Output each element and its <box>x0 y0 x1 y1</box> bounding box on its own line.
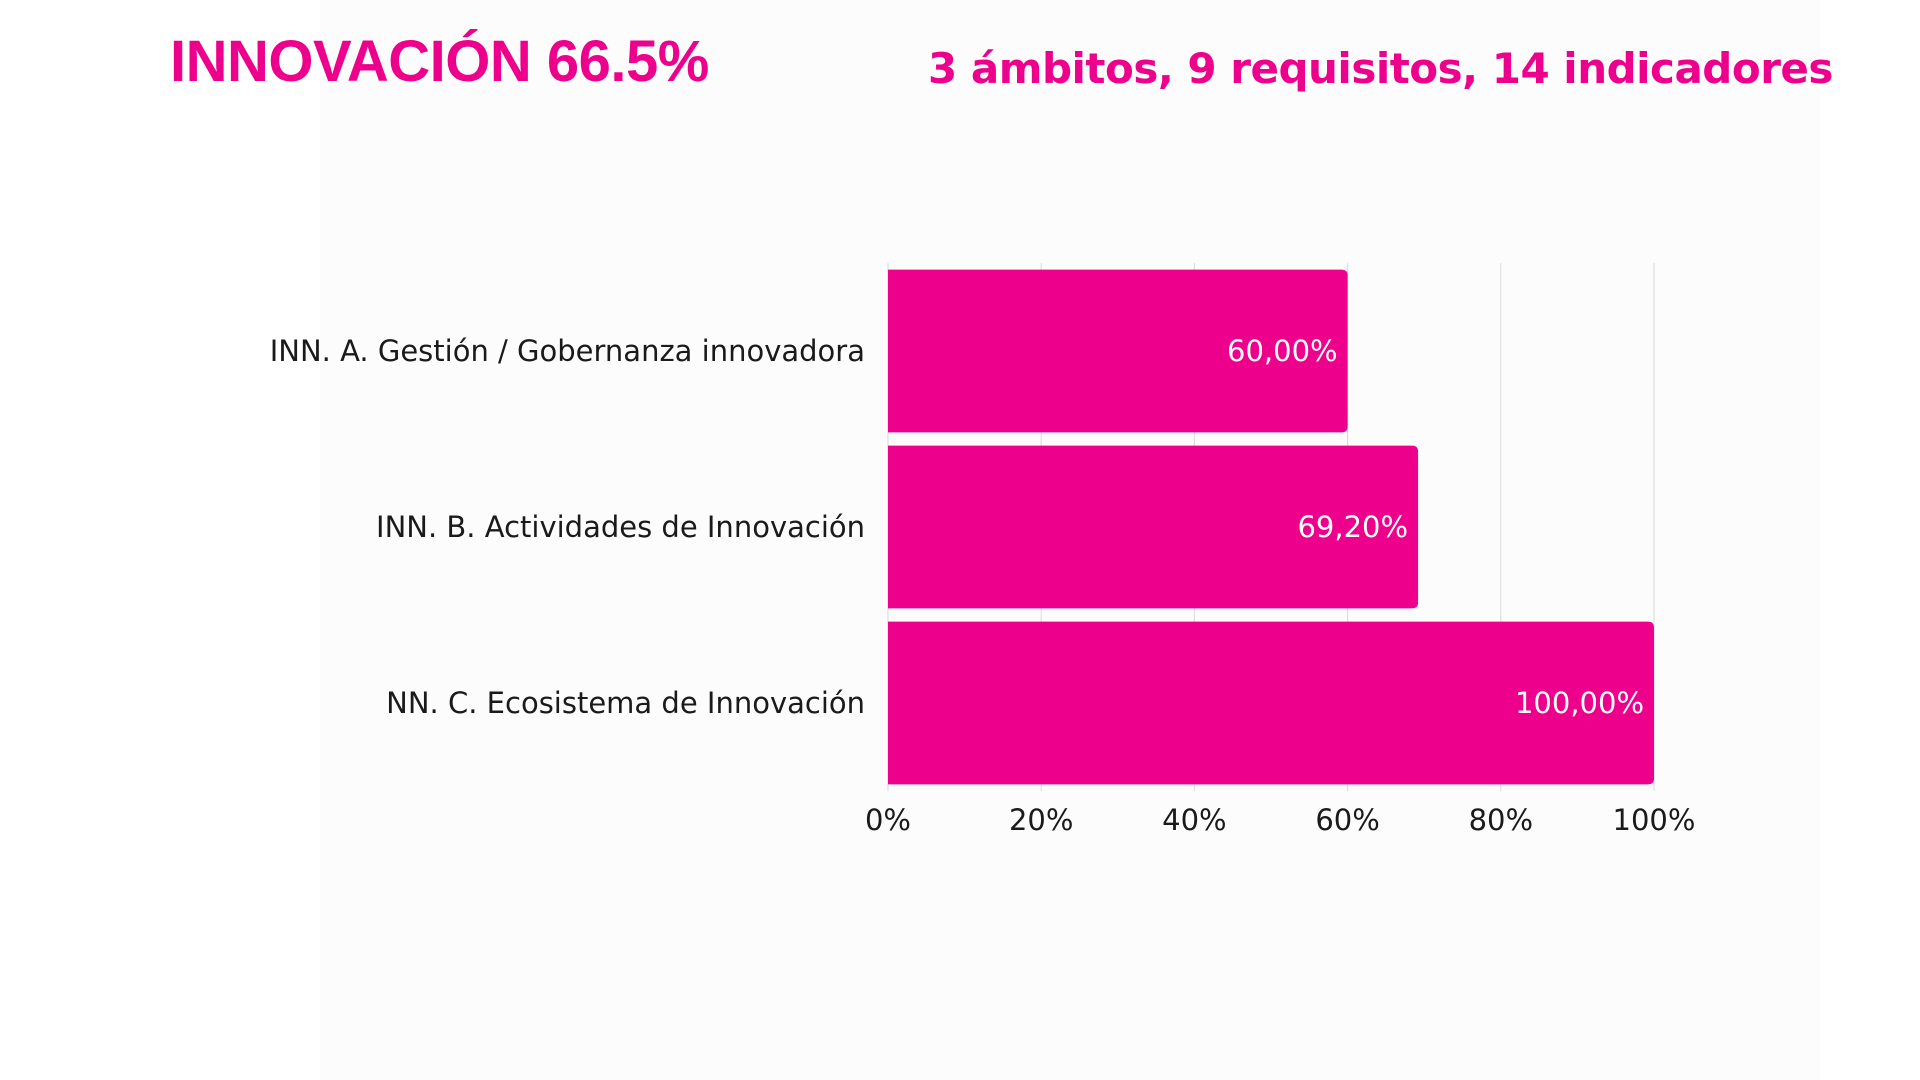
data-label: 60,00% <box>1227 334 1338 368</box>
bar <box>888 621 1654 785</box>
x-tick-label: 40% <box>1162 803 1226 837</box>
bars: 60,00% 69,20% 100,00% <box>888 269 1654 785</box>
x-tick-label: 60% <box>1315 803 1379 837</box>
page-title: INNOVACIÓN 66.5% <box>170 29 709 94</box>
category-label: INN. B. Actividades de Innovación <box>376 510 865 544</box>
x-tick-label: 0% <box>865 803 911 837</box>
category-label: INN. A. Gestión / Gobernanza innovadora <box>270 334 865 368</box>
bar <box>888 269 1348 433</box>
data-label: 69,20% <box>1297 510 1408 544</box>
x-tick-label: 20% <box>1009 803 1073 837</box>
page-subtitle: 3 ámbitos, 9 requisitos, 14 indicadores <box>928 44 1833 93</box>
x-axis-ticks: 0% 20% 40% 60% 80% 100% <box>865 803 1695 837</box>
data-label: 100,00% <box>1515 686 1644 720</box>
x-tick-label: 100% <box>1613 803 1696 837</box>
category-label: NN. C. Ecosistema de Innovación <box>386 686 865 720</box>
x-tick-label: 80% <box>1469 803 1533 837</box>
bar <box>888 445 1419 609</box>
category-labels: INN. A. Gestión / Gobernanza innovadora I… <box>270 334 865 720</box>
